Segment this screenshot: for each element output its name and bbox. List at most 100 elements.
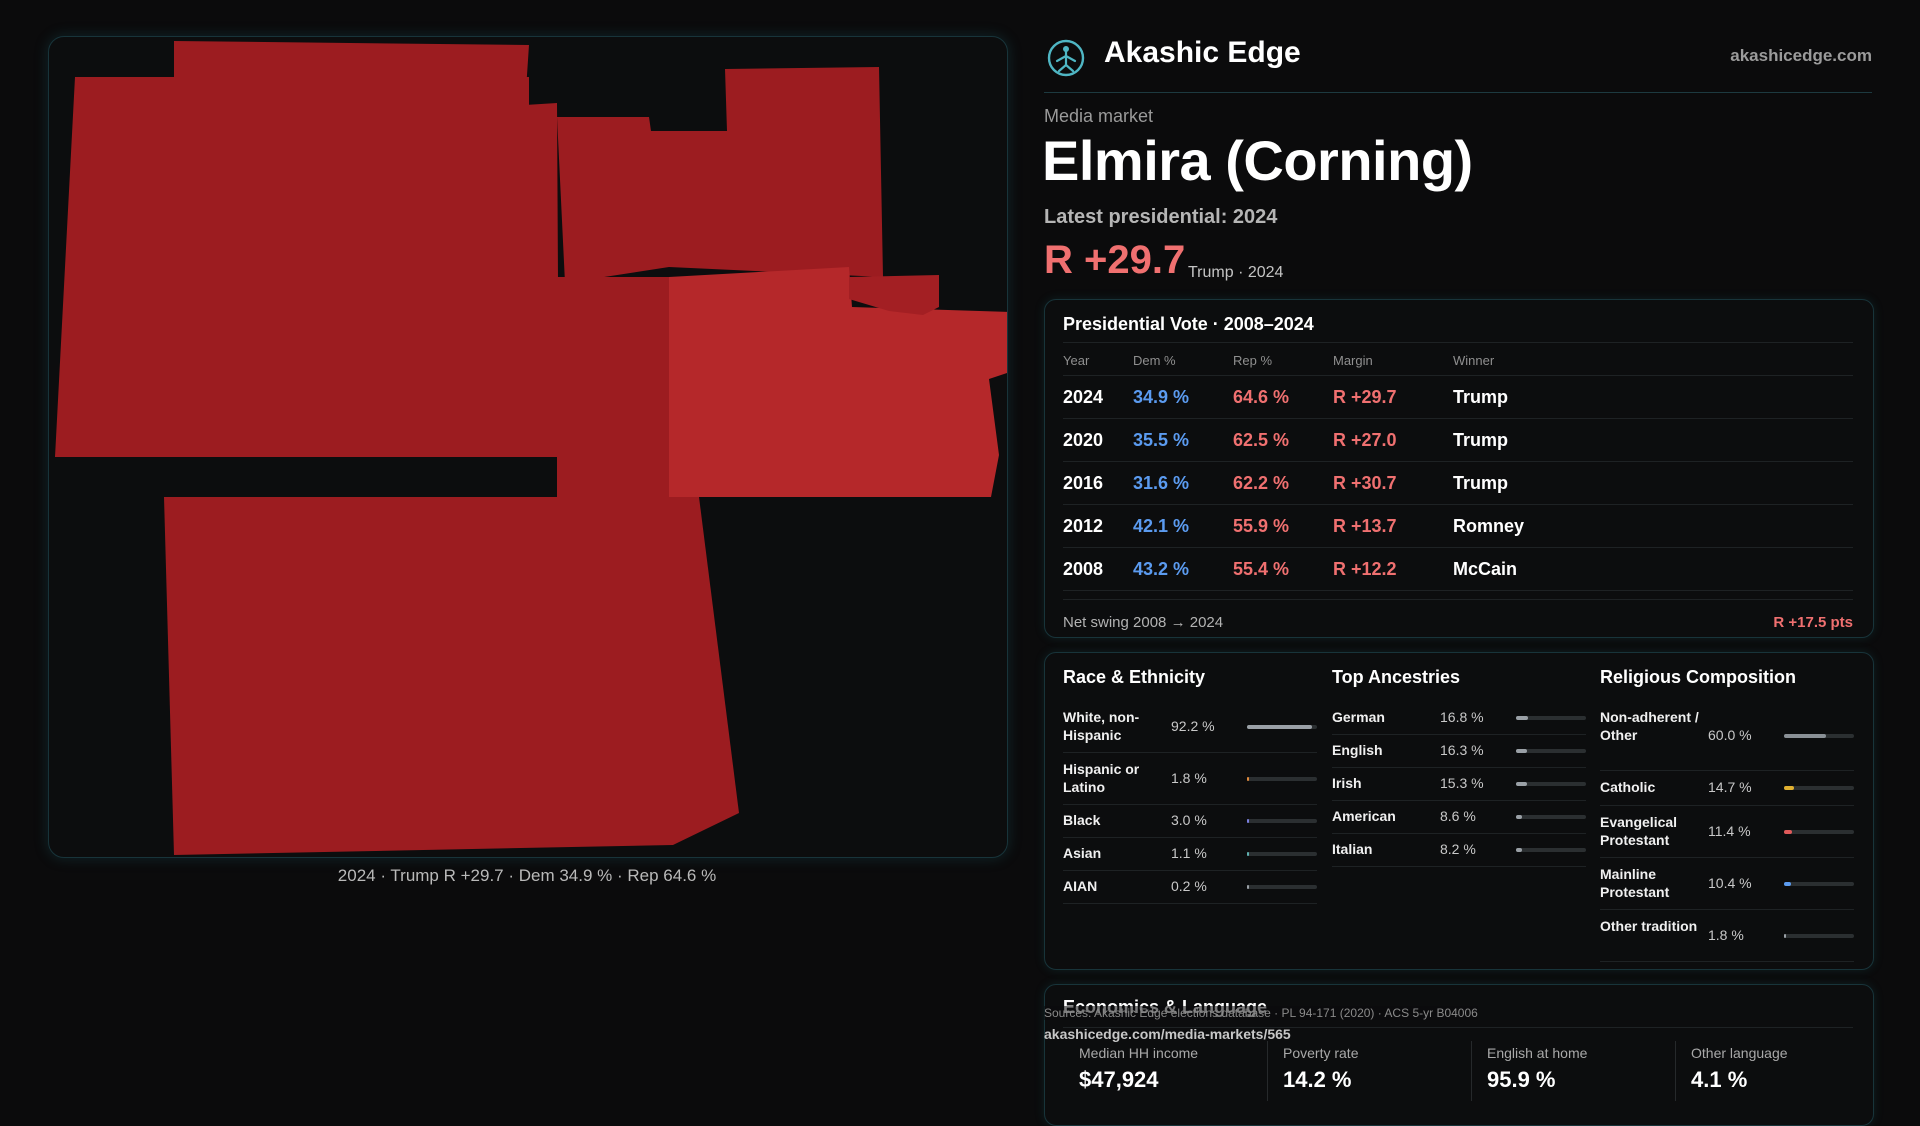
county-shape[interactable]: [849, 275, 939, 315]
stat-row: Other tradition 1.8 %: [1600, 910, 1854, 962]
row-year: 2016: [1063, 473, 1104, 493]
row-winner: Trump: [1453, 387, 1509, 407]
brand-name[interactable]: Akashic Edge: [1104, 36, 1301, 69]
stat-row: English 16.3 %: [1332, 735, 1586, 768]
stat-row: AIAN 0.2 %: [1063, 871, 1317, 904]
table-row[interactable]: 2020 35.5 % 62.5 % R +27.0 Trump: [1063, 418, 1853, 461]
header-margin: Margin: [1333, 353, 1373, 368]
table-row[interactable]: 2016 31.6 % 62.2 % R +30.7 Trump: [1063, 461, 1853, 504]
county-shape[interactable]: [669, 267, 1007, 497]
row-dem: 35.5 %: [1133, 430, 1190, 450]
row-winner: McCain: [1453, 559, 1518, 579]
stat-value: 92.2 %: [1171, 718, 1215, 734]
stat-label: Asian: [1063, 845, 1102, 861]
stat-bar-fill: [1784, 881, 1792, 886]
table-row[interactable]: 2024 34.9 % 64.6 % R +29.7 Trump: [1063, 375, 1853, 418]
row-dem: 34.9 %: [1133, 387, 1190, 407]
econ-value: $47,924: [1079, 1067, 1159, 1092]
econ-other-language: Other language 4.1 %: [1691, 1045, 1788, 1093]
ancestries-section: Top Ancestries German 16.8 % English 16.3 %…: [1332, 667, 1586, 867]
row-rep: 55.9 %: [1233, 516, 1290, 536]
stat-bar-fill: [1247, 885, 1249, 889]
stat-label: Mainline Protestant: [1600, 865, 1670, 900]
stat-row: Non-adherent / Other 60.0 %: [1600, 702, 1854, 771]
stat-value: 14.7 %: [1708, 779, 1752, 795]
stat-bar-track: [1247, 885, 1317, 889]
stat-bar-fill: [1516, 815, 1523, 819]
stat-label: Catholic: [1600, 779, 1656, 795]
row-winner: Trump: [1453, 473, 1509, 493]
stat-value: 60.0 %: [1708, 727, 1752, 743]
stat-row: Italian 8.2 %: [1332, 834, 1586, 867]
latest-presidential-label: Latest presidential: 2024: [1044, 206, 1278, 228]
stat-label: American: [1332, 808, 1396, 824]
county-shape[interactable]: [55, 41, 559, 457]
row-winner: Romney: [1453, 516, 1525, 536]
row-year: 2020: [1063, 430, 1104, 450]
row-year: 2024: [1063, 387, 1104, 407]
race-ethnicity-section: Race & Ethnicity White, non-Hispanic 92.2…: [1063, 667, 1317, 904]
stat-label: Italian: [1332, 841, 1373, 857]
map-caption: 2024 · Trump R +29.7 · Dem 34.9 % · Rep …: [337, 866, 717, 885]
header-dem: Dem %: [1133, 353, 1176, 368]
stat-bar-fill: [1784, 734, 1826, 738]
stat-label: AIAN: [1063, 878, 1098, 894]
stat-bar-fill: [1784, 829, 1792, 834]
stat-bar-fill: [1516, 782, 1527, 786]
stat-label: English: [1332, 742, 1383, 758]
market-map[interactable]: [48, 36, 1008, 858]
stat-row: Irish 15.3 %: [1332, 768, 1586, 801]
stat-bar-track: [1516, 782, 1586, 786]
presidential-vote-card: Presidential Vote · 2008–2024 Year Dem %…: [1044, 299, 1874, 638]
stat-bar-track: [1516, 848, 1586, 852]
row-dem: 31.6 %: [1133, 473, 1190, 493]
stat-label: Black: [1063, 812, 1101, 828]
row-margin: R +27.0: [1333, 430, 1397, 450]
ancestries-title: Top Ancestries: [1332, 667, 1461, 687]
row-rep: 62.5 %: [1233, 430, 1290, 450]
stat-bar-track: [1516, 815, 1586, 819]
row-margin: R +13.7: [1333, 516, 1397, 536]
county-shape[interactable]: [557, 277, 669, 497]
stat-bar-fill: [1247, 725, 1312, 729]
vote-card-title: Presidential Vote · 2008–2024: [1063, 314, 1314, 334]
stat-bar-track: [1516, 749, 1586, 753]
stat-label: Hispanic or Latino: [1063, 760, 1140, 795]
stat-row: American 8.6 %: [1332, 801, 1586, 834]
stat-row: Black 3.0 %: [1063, 805, 1317, 838]
page-title: Elmira (Corning): [1042, 129, 1473, 192]
county-map-svg: [55, 41, 1007, 855]
race-title: Race & Ethnicity: [1063, 667, 1206, 687]
akashic-edge-logo-icon[interactable]: [1046, 38, 1086, 78]
row-rep: 55.4 %: [1233, 559, 1290, 579]
county-shape[interactable]: [557, 67, 883, 283]
stat-row: Mainline Protestant 10.4 %: [1600, 858, 1854, 910]
stat-value: 8.6 %: [1440, 808, 1476, 824]
header-year: Year: [1063, 353, 1090, 368]
econ-value: 95.9 %: [1487, 1067, 1556, 1092]
table-row[interactable]: 2012 42.1 % 55.9 % R +13.7 Romney: [1063, 504, 1853, 547]
table-row[interactable]: 2008 43.2 % 55.4 % R +12.2 McCain: [1063, 547, 1853, 591]
stat-row: Hispanic or Latino 1.8 %: [1063, 753, 1317, 805]
row-year: 2012: [1063, 516, 1104, 536]
econ-label: Other language: [1691, 1045, 1788, 1061]
stat-row: German 16.8 %: [1332, 702, 1586, 735]
brand-url-link[interactable]: akashicedge.com: [1730, 46, 1872, 65]
market-type-label: Media market: [1044, 106, 1154, 126]
row-margin: R +30.7: [1333, 473, 1397, 493]
stat-label: Evangelical Protestant: [1600, 813, 1678, 848]
stat-value: 16.3 %: [1440, 742, 1484, 758]
row-rep: 62.2 %: [1233, 473, 1290, 493]
stat-bar-fill: [1247, 776, 1249, 781]
econ-poverty-rate: Poverty rate 14.2 %: [1283, 1045, 1358, 1093]
permalink-link[interactable]: akashicedge.com/media-markets/565: [1044, 1026, 1291, 1042]
stat-bar-track: [1247, 725, 1317, 729]
econ-english-at-home: English at home 95.9 %: [1487, 1045, 1587, 1093]
econ-value: 14.2 %: [1283, 1067, 1352, 1092]
econ-label: Median HH income: [1079, 1045, 1199, 1061]
religion-list: Non-adherent / Other 60.0 % Catholic 14.7 %…: [1600, 702, 1854, 962]
county-shape[interactable]: [164, 497, 739, 855]
stat-value: 1.8 %: [1708, 926, 1744, 943]
stat-bar-fill: [1247, 819, 1250, 823]
econ-label: Poverty rate: [1283, 1045, 1359, 1061]
